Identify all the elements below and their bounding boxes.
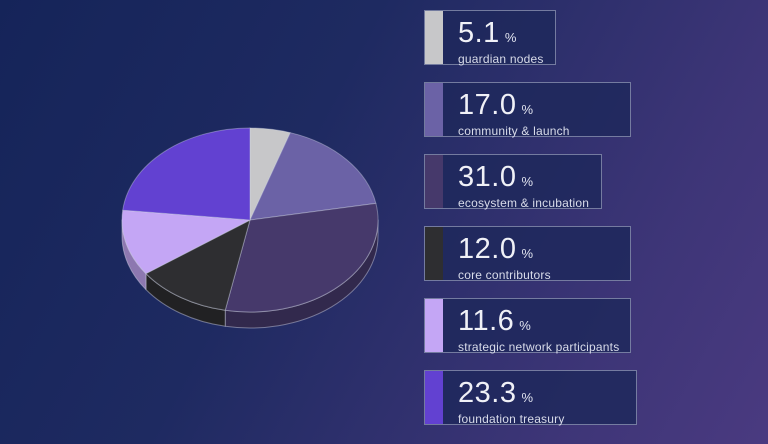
pie-slice-ecosystem-incubation [224,202,379,313]
legend-item-guardian-nodes: 5.1 % guardian nodes [424,10,556,67]
legend-value: 11.6 [458,305,515,337]
legend-value-line: 11.6 % [458,307,619,336]
legend-item-core-contributors: 12.0 % core contributors [424,226,631,283]
pie-slice-foundation-treasury [122,127,251,221]
legend-item-community-launch: 17.0 % community & launch [424,82,631,139]
legend-value: 5.1 [458,17,500,49]
legend-label: foundation treasury [458,412,565,426]
pie-slice-guardian-nodes [249,127,291,221]
pie-chart [80,105,420,345]
legend-value-line: 12.0 % [458,235,551,264]
legend-content: 23.3 % foundation treasury [443,371,565,427]
legend-content: 31.0 % ecosystem & incubation [443,155,590,211]
legend-swatch [425,11,443,64]
legend-item-foundation-treasury: 23.3 % foundation treasury [424,370,637,427]
legend-label: community & launch [458,124,570,138]
legend-label: core contributors [458,268,551,282]
legend-swatch [425,155,443,208]
legend-content: 5.1 % guardian nodes [443,11,544,67]
legend-content: 17.0 % community & launch [443,83,570,139]
pie-slice-side [121,219,147,291]
legend-value: 17.0 [458,89,517,121]
legend-value-line: 5.1 % [458,19,544,48]
pie-slice-community-launch [249,132,377,221]
percent-sign: % [521,390,534,405]
legend-value: 31.0 [458,161,517,193]
legend-swatch [425,227,443,280]
legend-value: 23.3 [458,377,517,409]
percent-sign: % [521,246,534,261]
legend-label: guardian nodes [458,52,544,66]
pie-svg [121,127,379,329]
legend-value-line: 17.0 % [458,91,570,120]
percent-sign: % [519,318,531,333]
legend-value-line: 23.3 % [458,379,565,408]
percent-sign: % [521,174,534,189]
percent-sign: % [521,102,534,117]
legend-label: ecosystem & incubation [458,196,590,210]
legend-content: 12.0 % core contributors [443,227,551,283]
legend: 5.1 % guardian nodes 17.0 % community & … [424,10,637,442]
legend-swatch [425,299,443,352]
legend-swatch [425,83,443,136]
legend-item-ecosystem-incubation: 31.0 % ecosystem & incubation [424,154,602,211]
legend-swatch [425,371,443,424]
legend-label: strategic network participants [458,340,620,354]
percent-sign: % [504,30,517,45]
legend-content: 11.6 % strategic network participants [443,299,620,355]
legend-value-line: 31.0 % [458,163,589,192]
pie-slice-core-contributors [145,219,251,311]
pie-slice-strategic-network-participants [121,209,251,275]
legend-value: 12.0 [458,233,517,265]
legend-item-strategic-network-participants: 11.6 % strategic network participants [424,298,631,355]
